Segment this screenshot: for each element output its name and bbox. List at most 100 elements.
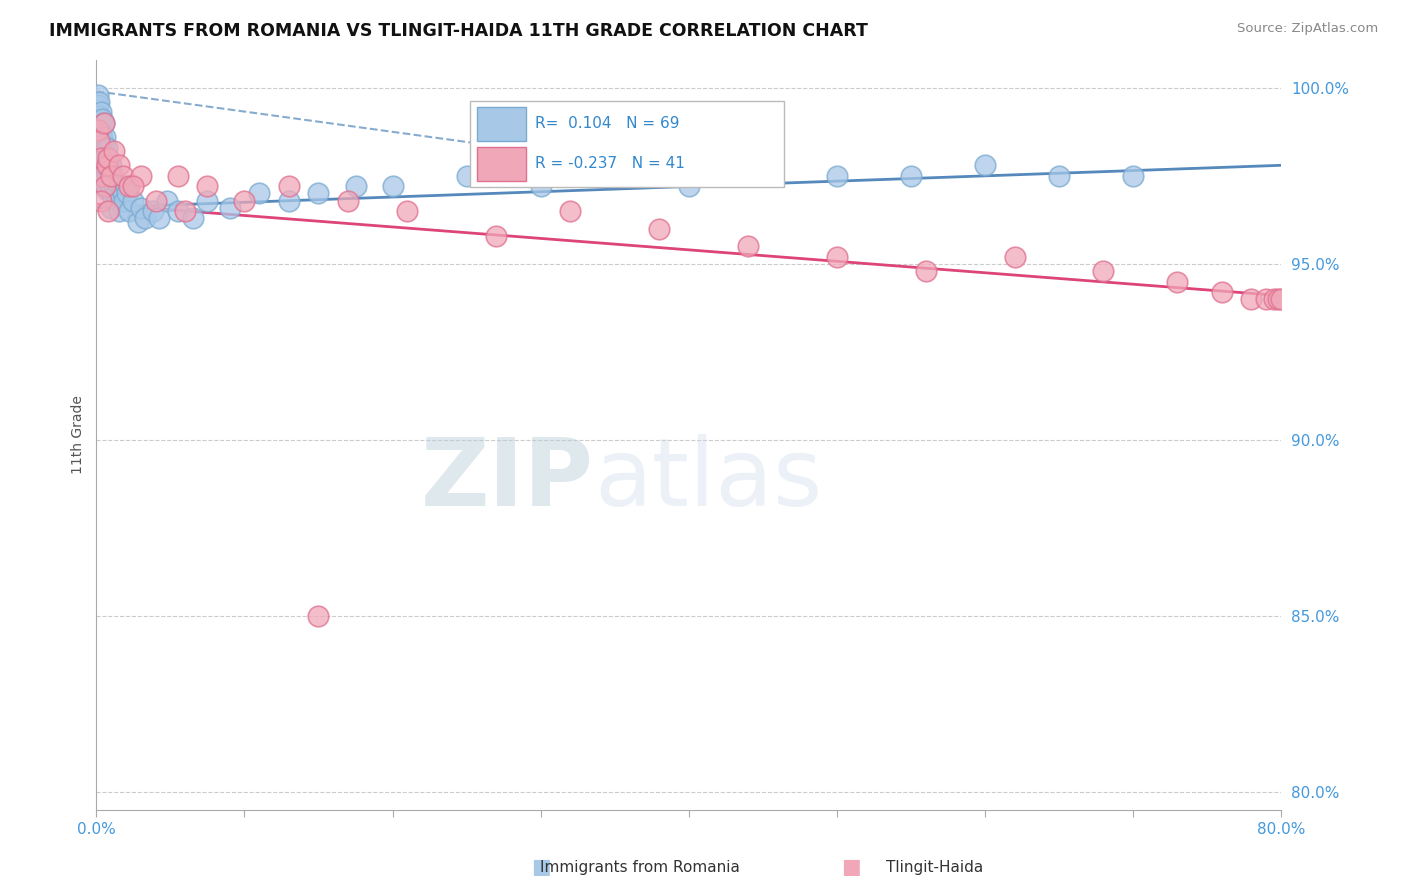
Point: [145, 194, 167, 208]
Point: [900, 169, 922, 183]
Text: Source: ZipAtlas.com: Source: ZipAtlas.com: [1237, 22, 1378, 36]
Point: [142, 204, 165, 219]
Point: [129, 201, 152, 215]
Point: [89, 134, 111, 148]
Point: [1211, 285, 1233, 300]
Point: [107, 179, 129, 194]
Point: [174, 204, 197, 219]
Point: [1122, 169, 1144, 183]
Point: [129, 169, 152, 183]
Point: [100, 158, 122, 172]
Point: [381, 179, 404, 194]
Point: [456, 169, 478, 183]
Point: [166, 204, 188, 219]
Point: [1004, 250, 1026, 264]
Point: [107, 204, 129, 219]
Point: [117, 186, 139, 201]
Point: [93, 158, 115, 172]
Text: atlas: atlas: [593, 434, 823, 526]
Point: [90, 151, 112, 165]
Text: Immigrants from Romania: Immigrants from Romania: [540, 860, 740, 874]
Point: [90, 194, 112, 208]
Point: [560, 204, 582, 219]
Point: [100, 179, 122, 194]
Text: R = -0.237   N = 41: R = -0.237 N = 41: [534, 156, 685, 170]
Text: IMMIGRANTS FROM ROMANIA VS TLINGIT-HAIDA 11TH GRADE CORRELATION CHART: IMMIGRANTS FROM ROMANIA VS TLINGIT-HAIDA…: [49, 22, 868, 40]
Point: [101, 169, 124, 183]
Point: [111, 186, 134, 201]
Point: [110, 183, 132, 197]
Text: ZIP: ZIP: [420, 434, 593, 526]
Y-axis label: 11th Grade: 11th Grade: [72, 395, 86, 475]
Text: Tlingit-Haida: Tlingit-Haida: [886, 860, 984, 874]
Point: [233, 194, 256, 208]
Point: [101, 190, 124, 204]
Point: [87, 87, 110, 102]
Point: [108, 190, 131, 204]
Point: [97, 151, 120, 165]
Point: [1240, 292, 1263, 306]
Point: [87, 123, 110, 137]
Point: [91, 130, 114, 145]
Point: [90, 141, 112, 155]
Point: [90, 105, 112, 120]
Point: [100, 201, 122, 215]
Point: [148, 211, 170, 226]
Point: [103, 145, 125, 159]
Point: [87, 98, 110, 112]
Point: [648, 221, 671, 235]
Point: [485, 228, 508, 243]
Point: [134, 211, 156, 226]
Point: [93, 116, 115, 130]
Point: [93, 116, 115, 130]
Point: [94, 130, 117, 145]
Point: [107, 158, 129, 172]
Point: [89, 95, 111, 109]
Point: [1267, 292, 1289, 306]
Point: [90, 123, 112, 137]
Point: [127, 215, 149, 229]
Point: [247, 186, 270, 201]
Point: [89, 109, 111, 123]
Point: [156, 194, 179, 208]
Point: [166, 169, 188, 183]
Point: [96, 161, 118, 176]
Point: [87, 116, 110, 130]
Point: [105, 194, 128, 208]
Point: [1166, 275, 1188, 289]
Point: [218, 201, 240, 215]
Point: [98, 183, 121, 197]
Point: [974, 158, 997, 172]
Point: [93, 137, 115, 152]
Point: [115, 179, 138, 194]
Point: [111, 169, 134, 183]
Point: [98, 161, 121, 176]
Point: [103, 179, 125, 194]
Point: [97, 151, 120, 165]
Point: [94, 151, 117, 165]
Point: [344, 179, 367, 194]
Point: [100, 169, 122, 183]
Point: [914, 264, 936, 278]
Point: [825, 169, 848, 183]
Point: [752, 169, 775, 183]
Text: R=  0.104   N = 69: R= 0.104 N = 69: [534, 116, 679, 131]
Point: [277, 179, 299, 194]
Point: [825, 250, 848, 264]
Text: ■: ■: [531, 857, 551, 877]
Point: [308, 186, 330, 201]
Point: [89, 123, 111, 137]
Point: [1263, 292, 1285, 306]
Point: [337, 194, 360, 208]
Point: [96, 183, 118, 197]
Point: [122, 194, 145, 208]
Point: [1047, 169, 1070, 183]
Text: ■: ■: [841, 857, 860, 877]
Point: [118, 179, 141, 194]
Point: [96, 158, 118, 172]
Point: [197, 194, 219, 208]
Point: [91, 151, 114, 165]
Point: [603, 169, 626, 183]
Point: [122, 179, 145, 194]
Point: [181, 211, 204, 226]
